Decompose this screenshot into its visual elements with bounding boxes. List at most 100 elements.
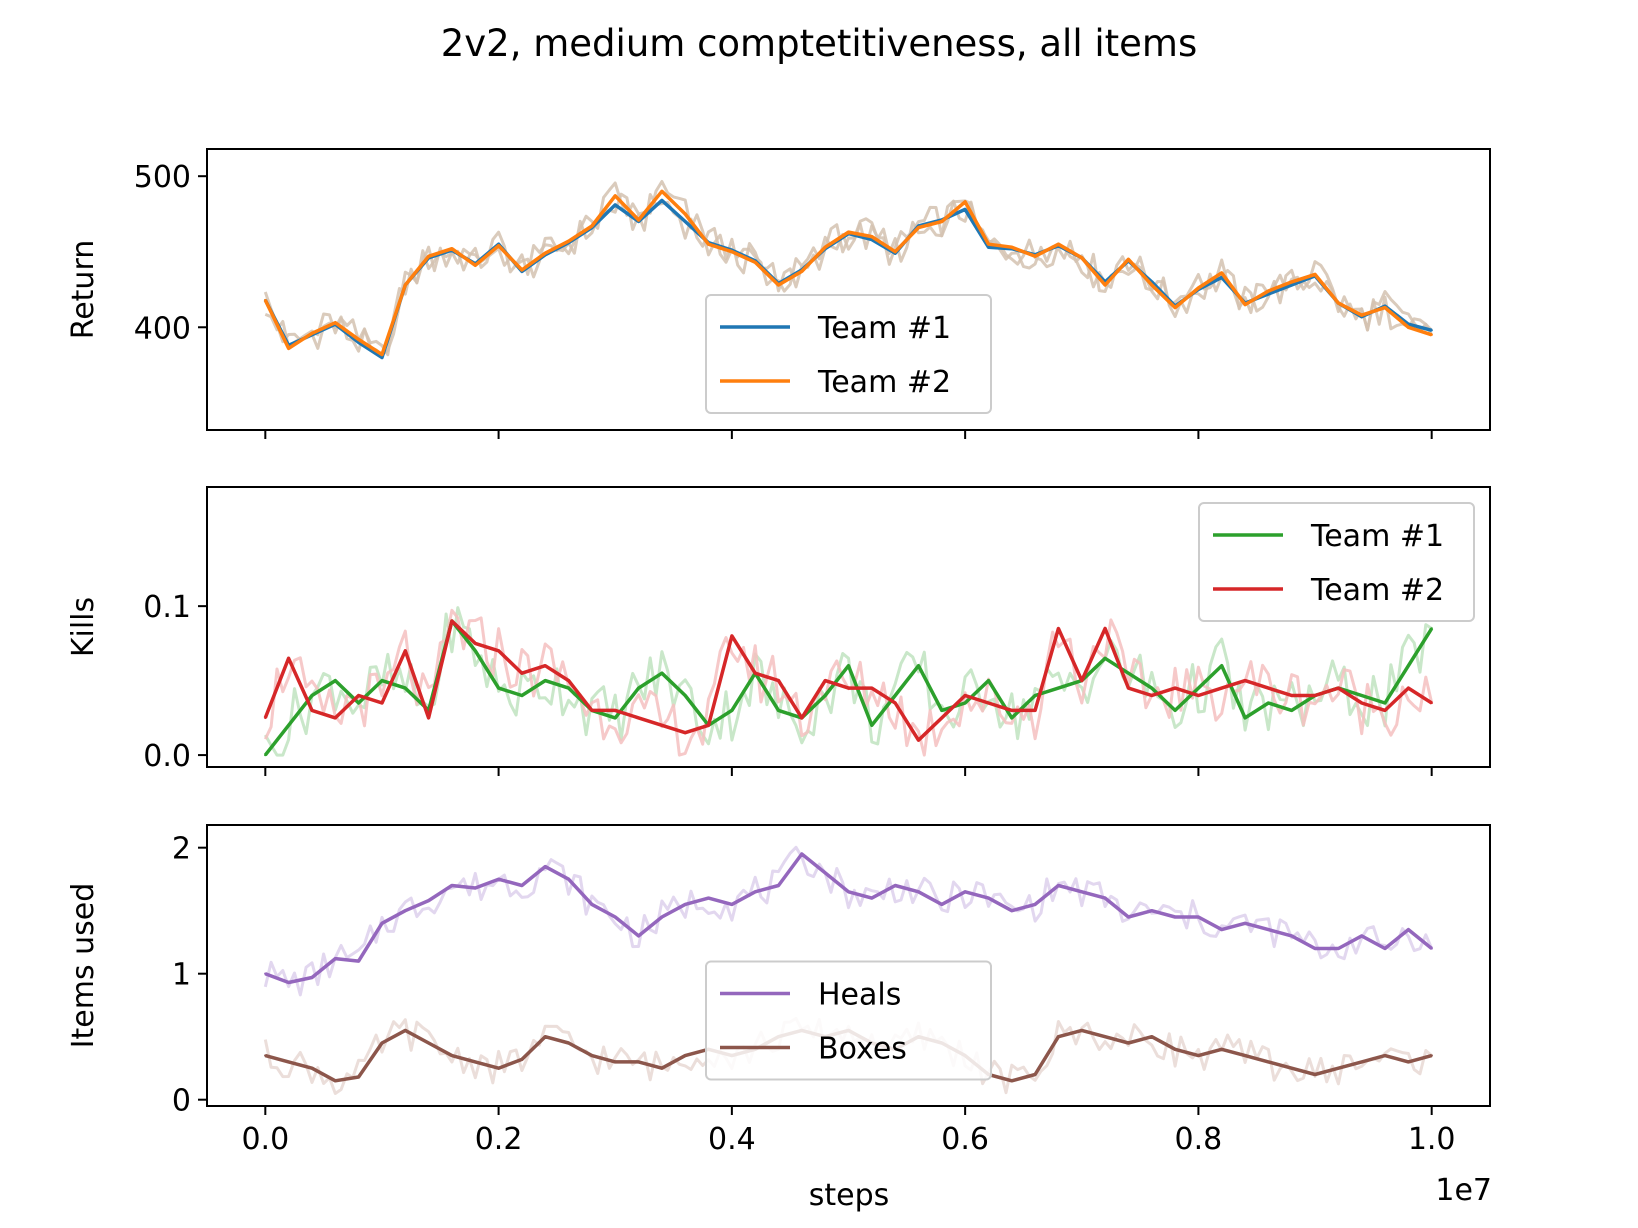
legend-label: Boxes	[818, 1032, 907, 1067]
data-point	[1220, 928, 1223, 931]
data-point	[777, 709, 780, 712]
data-point	[824, 694, 827, 697]
data-point	[544, 252, 547, 255]
raw-trace	[263, 845, 1434, 997]
data-point	[1220, 1048, 1223, 1051]
x-tick-labels: 0.0 0.2 0.4 0.6 0.8 1.0	[241, 1122, 1455, 1157]
data-point	[1407, 326, 1410, 329]
data-point	[1430, 333, 1433, 336]
data-point	[334, 716, 337, 720]
data-point	[870, 896, 873, 900]
data-point	[590, 224, 594, 228]
data-point	[427, 255, 430, 258]
data-point	[380, 679, 384, 682]
y-tick-label: 0.0	[143, 739, 191, 774]
data-point	[1313, 694, 1317, 697]
x-tick-label: 1.0	[1408, 1122, 1456, 1157]
x-tick-label: 0.0	[241, 1122, 289, 1157]
data-point	[1150, 686, 1154, 690]
data-point	[474, 649, 477, 652]
data-point	[824, 871, 827, 875]
data-point	[917, 664, 920, 667]
data-point	[847, 890, 850, 893]
data-point	[1243, 1054, 1247, 1057]
data-point	[1430, 1054, 1433, 1057]
data-point	[1103, 627, 1107, 630]
data-point	[567, 679, 570, 682]
data-point	[1267, 686, 1270, 690]
data-point	[380, 922, 384, 925]
data-point	[637, 934, 640, 938]
data-point	[590, 709, 594, 712]
data-point	[1150, 283, 1154, 287]
data-point	[334, 957, 337, 960]
data-point	[1407, 664, 1410, 667]
data-point	[1430, 627, 1433, 630]
data-point	[310, 332, 314, 335]
data-point	[1057, 884, 1060, 887]
y-axis-label: Items used	[66, 883, 101, 1049]
data-point	[450, 1054, 454, 1057]
data-point	[404, 283, 407, 287]
data-point	[963, 701, 967, 705]
data-point	[1290, 934, 1293, 938]
data-point	[590, 1054, 594, 1057]
legend-label: Team #1	[1310, 519, 1444, 554]
data-point	[380, 701, 384, 705]
data-point	[1220, 276, 1223, 279]
data-point	[730, 634, 734, 638]
data-point	[1220, 271, 1223, 275]
data-point	[637, 686, 640, 690]
data-point	[287, 724, 290, 727]
data-point	[684, 731, 687, 734]
data-point	[800, 716, 803, 720]
data-point	[637, 716, 640, 720]
data-point	[987, 246, 990, 249]
data-point	[940, 903, 943, 906]
data-point	[917, 226, 920, 229]
data-point	[1103, 283, 1107, 287]
plot-frame	[206, 824, 1491, 1107]
data-point	[754, 261, 757, 264]
legend-box	[1198, 502, 1475, 622]
raw-trace	[264, 180, 1434, 356]
data-point	[894, 250, 897, 253]
data-point	[1383, 701, 1387, 705]
data-point	[567, 240, 570, 243]
data-point	[1057, 686, 1060, 690]
data-point	[1243, 679, 1247, 682]
data-point	[730, 903, 734, 906]
y-tick-label: 400	[134, 311, 191, 346]
data-point	[684, 694, 687, 697]
data-point	[824, 679, 827, 682]
data-point	[660, 190, 664, 193]
y-tick-label: 0	[172, 1084, 191, 1119]
data-point	[660, 724, 664, 727]
data-point	[870, 724, 873, 727]
data-point	[357, 701, 360, 705]
data-point	[1290, 280, 1293, 284]
plot-area	[263, 606, 1434, 757]
data-point	[1197, 286, 1200, 290]
data-point	[894, 694, 897, 697]
x-tick-label: 0.2	[475, 1122, 523, 1157]
data-point	[1173, 709, 1177, 712]
items-used-panel: 0 1 2 Items used Heals Boxes	[66, 824, 1491, 1119]
data-point	[264, 298, 267, 302]
data-point	[1080, 890, 1084, 893]
data-point	[614, 709, 617, 712]
data-point	[1407, 1060, 1410, 1064]
data-point	[520, 268, 524, 272]
data-point	[917, 739, 920, 742]
data-point	[1220, 664, 1223, 667]
legend-label: Team #2	[817, 365, 951, 400]
data-point	[1267, 289, 1270, 293]
data-point	[1010, 709, 1013, 712]
data-point	[1313, 273, 1317, 276]
data-point	[1080, 1029, 1084, 1032]
data-point	[660, 1067, 664, 1070]
data-point	[1360, 1060, 1363, 1064]
y-tick-label: 2	[172, 832, 191, 867]
data-point	[287, 981, 290, 984]
